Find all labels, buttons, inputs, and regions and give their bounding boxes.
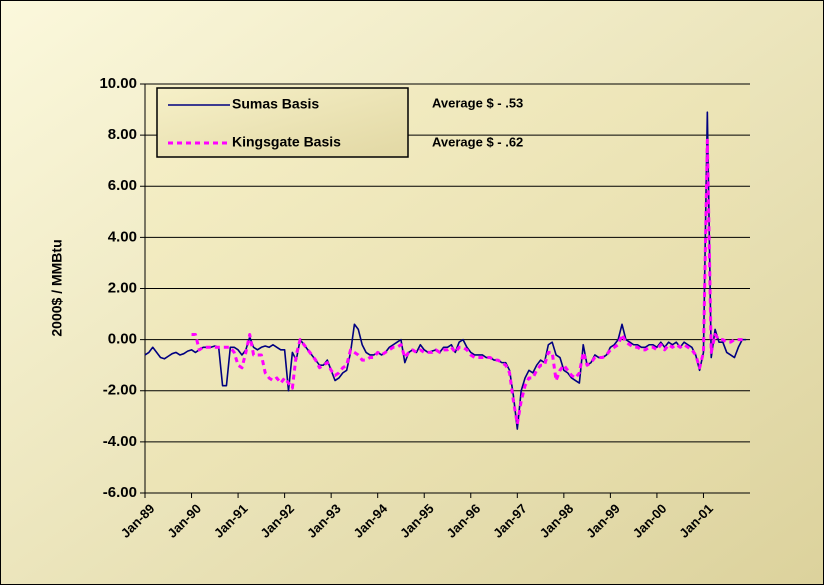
y-tick-label: -4.00	[103, 433, 137, 450]
y-tick-label: 10.00	[99, 75, 137, 92]
y-tick-label: 2.00	[108, 279, 137, 296]
legend-label: Sumas Basis	[232, 96, 319, 112]
legend-label: Kingsgate Basis	[232, 134, 341, 150]
y-tick-label: 0.00	[108, 331, 137, 348]
legend-box	[156, 87, 409, 158]
y-tick-label: 8.00	[108, 126, 137, 143]
y-tick-label: 6.00	[108, 177, 137, 194]
y-tick-label: -6.00	[103, 484, 137, 501]
y-tick-label: 4.00	[108, 228, 137, 245]
y-axis-label: 2000$ / MMBtu	[49, 239, 65, 336]
annotation: Average $ - .62	[432, 134, 523, 149]
y-tick-label: -2.00	[103, 382, 137, 399]
annotation: Average $ - .53	[432, 95, 523, 110]
series-line	[191, 138, 747, 426]
